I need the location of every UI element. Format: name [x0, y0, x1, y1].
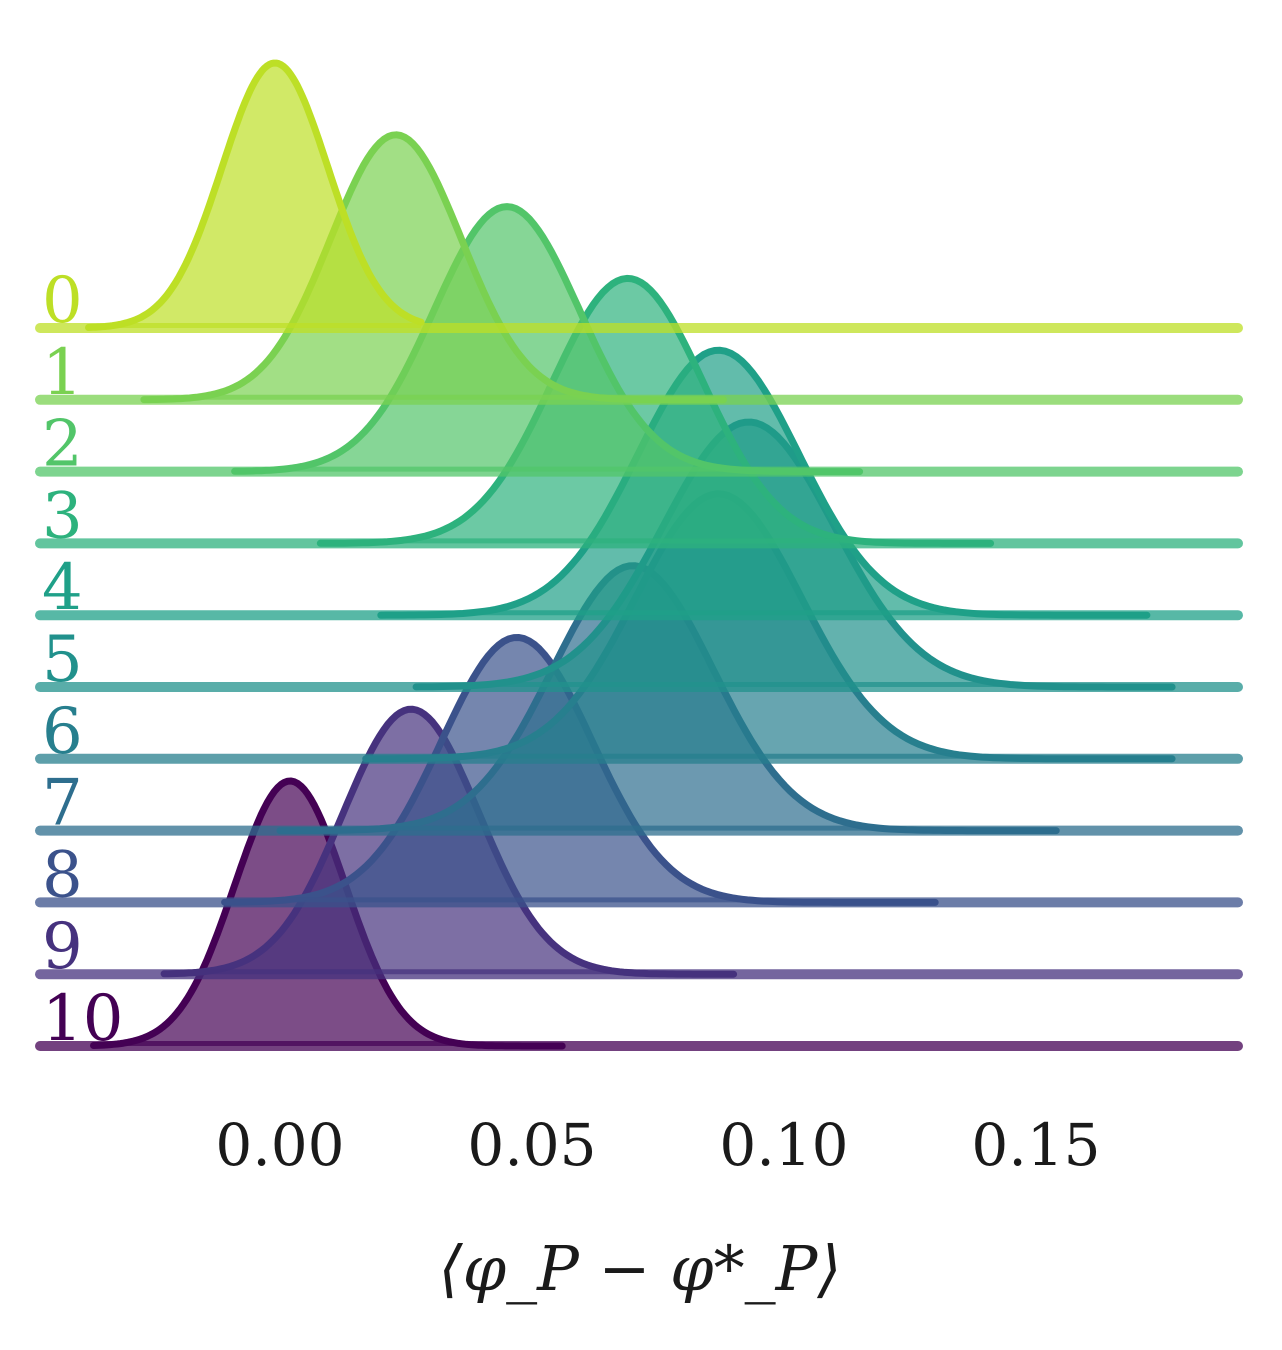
ridge-3: [35, 274, 1243, 549]
ridge-0: [35, 59, 1243, 333]
ridge-1: [35, 131, 1243, 405]
ridge-label-1: 1: [42, 336, 83, 410]
x-tick-label: 0.15: [971, 1111, 1100, 1179]
x-axis-label: ⟨φ_P − φ*_P⟩: [439, 1232, 842, 1305]
ridge-area-0: [88, 63, 422, 328]
ridge-line-0: [85, 59, 425, 331]
ridge-label-7: 7: [42, 767, 83, 841]
ridge-label-6: 6: [42, 695, 83, 769]
ridge-label-2: 2: [42, 408, 83, 482]
ridge-4: [35, 346, 1243, 621]
ridge-label-0: 0: [42, 264, 83, 338]
ridge-label-8: 8: [42, 838, 83, 912]
ridge-area-4: [380, 350, 1147, 616]
x-tick-label: 0.00: [215, 1111, 344, 1179]
ridges: [35, 59, 1243, 1051]
x-tick-labels: 0.00 0.05 0.10 0.15: [215, 1111, 1100, 1179]
ridge-label-9: 9: [42, 910, 83, 984]
x-tick-label: 0.10: [719, 1111, 848, 1179]
ridge-2: [35, 203, 1243, 477]
ridge-label-5: 5: [42, 623, 83, 697]
ridge-area-3: [320, 278, 991, 544]
x-tick-label: 0.05: [467, 1111, 596, 1179]
ridge-area-2: [234, 206, 860, 472]
ridge-label-10: 10: [42, 982, 123, 1056]
ridge-label-3: 3: [42, 479, 83, 553]
ridge-label-4: 4: [42, 551, 83, 625]
